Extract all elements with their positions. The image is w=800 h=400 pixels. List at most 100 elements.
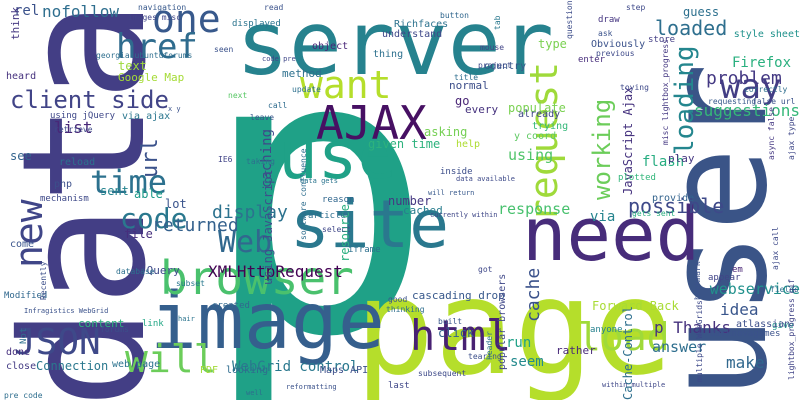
cloud-word: pre code [4,391,43,400]
cloud-word: requesting [708,97,757,106]
cloud-word: asking [424,125,468,139]
cloud-word: em [732,265,743,275]
cloud-word: already [518,109,561,120]
cloud-word: mechanism [40,194,89,204]
cloud-word: seen [214,45,234,54]
cloud-word: webservice [709,280,800,298]
cloud-word: leave [250,113,275,122]
cloud-word: client side [10,86,169,114]
cloud-word: using JavaScript [261,169,275,285]
cloud-word: lightbox_progress gif [787,278,796,380]
cloud-word: able [134,187,163,201]
cloud-word: via ajax [122,111,171,122]
cloud-word: need [522,192,701,278]
cloud-word: images misc [128,13,181,22]
cloud-word: jQuery [140,264,180,277]
cloud-word: Maps API [320,365,369,376]
cloud-word: ajax type [787,116,796,160]
cloud-word: problem [706,68,782,89]
cloud-word: php [54,179,73,190]
cloud-word: georgia.ubuntuforums [96,51,193,60]
cloud-word: Web [218,225,273,260]
cloud-word: given time [368,137,441,151]
cloud-word: nofollow [42,2,120,21]
cloud-word: y coord [514,131,557,142]
cloud-word: created [212,301,250,311]
cloud-word: object [312,41,349,52]
cloud-word: x y [168,105,181,113]
cloud-word: Connection [36,359,109,373]
cloud-word: reformatting [286,383,337,391]
cloud-word: ask [598,29,613,38]
cloud-word: good [388,295,408,304]
cloud-word: via [590,209,616,225]
cloud-word: using jQuery [50,111,116,121]
cloud-word: cache [523,267,544,322]
cloud-word: thinking [386,305,425,314]
cloud-word: cascading drop [412,289,505,302]
cloud-word: plotted [618,173,656,183]
cloud-word: one [152,0,221,41]
cloud-word: select [322,225,351,234]
cloud-word: bookmark [693,261,702,300]
cloud-word: darknovagames [710,329,781,339]
cloud-word: gets sent [632,209,676,218]
cloud-word: click [438,326,475,340]
cloud-word: seem [510,354,544,370]
cloud-word: page [355,251,673,400]
cloud-word: site [290,186,449,263]
cloud-word: run [506,335,532,351]
cloud-word: web page [112,359,161,370]
cloud-word: new [7,199,51,268]
cloud-word: project [478,61,512,70]
cloud-word: come [10,239,35,250]
cloud-word: previous [596,49,635,58]
cloud-word: lot [165,197,187,211]
cloud-word: currently within [430,211,498,219]
cloud-word: step [626,3,646,12]
cloud-word: reason [322,195,355,205]
cloud-word: retrieve [54,125,93,134]
cloud-word: tab [493,15,502,30]
cloud-word: database [116,267,155,276]
cloud-word: close [6,361,37,372]
cloud-word: link [142,319,164,329]
cloud-word: software confluence [299,148,308,240]
cloud-word: title [454,73,479,82]
cloud-word: browser [160,251,354,305]
cloud-word: next [228,91,248,100]
cloud-word: way [720,67,782,107]
cloud-word: guess [683,5,720,19]
cloud-word: appear [708,273,741,283]
cloud-word: provide [652,193,695,204]
cloud-word: sent [100,184,129,198]
cloud-word: rather [556,344,596,357]
cloud-word: got [478,265,493,274]
cloud-word: data gets [300,177,338,185]
cloud-word: AJAX [316,96,427,150]
cloud-word: possible [628,194,725,218]
cloud-word: anyone [590,325,623,335]
cloud-word: load [578,315,670,359]
cloud-word: draw [598,15,620,25]
cloud-word: displayed [232,19,281,29]
cloud-word: Richfaces [394,19,449,30]
cloud-word: server [236,0,554,95]
cloud-word: header [485,331,494,360]
cloud-word: go [455,94,470,108]
cloud-word: style sheet [733,29,800,40]
cloud-word: want [300,63,392,107]
cloud-word: populate [508,101,566,115]
cloud-word: content [78,317,125,330]
cloud-word: Infragistics WebGrid [24,307,109,315]
cloud-word: number [388,194,432,208]
cloud-word: use [278,117,398,194]
cloud-word: update [292,85,321,94]
cloud-word: flash [642,154,685,170]
cloud-word: play [668,152,695,165]
cloud-word: href [116,27,198,67]
cloud-word: multiple WebGrids [695,300,704,382]
cloud-word: rel [14,3,40,19]
cloud-word: will return [428,189,475,197]
cloud-word: file [124,227,153,241]
